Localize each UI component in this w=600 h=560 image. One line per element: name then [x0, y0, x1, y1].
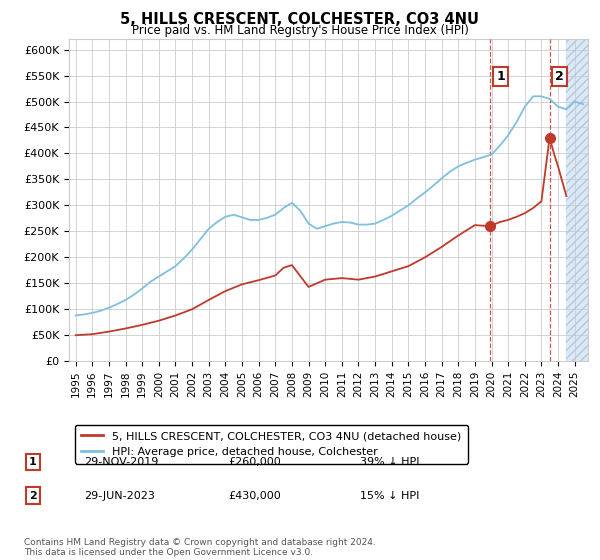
Legend: 5, HILLS CRESCENT, COLCHESTER, CO3 4NU (detached house), HPI: Average price, det: 5, HILLS CRESCENT, COLCHESTER, CO3 4NU (…	[74, 424, 468, 464]
Bar	[566, 39, 600, 361]
Text: 29-NOV-2019: 29-NOV-2019	[84, 457, 158, 467]
Text: 1: 1	[497, 71, 505, 83]
Text: 5, HILLS CRESCENT, COLCHESTER, CO3 4NU: 5, HILLS CRESCENT, COLCHESTER, CO3 4NU	[121, 12, 479, 27]
Text: 15% ↓ HPI: 15% ↓ HPI	[360, 491, 419, 501]
Text: Price paid vs. HM Land Registry's House Price Index (HPI): Price paid vs. HM Land Registry's House …	[131, 24, 469, 36]
Bar	[566, 39, 600, 361]
Text: 2: 2	[29, 491, 37, 501]
Text: 1: 1	[29, 457, 37, 467]
Text: £430,000: £430,000	[228, 491, 281, 501]
Text: £260,000: £260,000	[228, 457, 281, 467]
Text: 2: 2	[555, 71, 563, 83]
Text: Contains HM Land Registry data © Crown copyright and database right 2024.
This d: Contains HM Land Registry data © Crown c…	[24, 538, 376, 557]
Text: 29-JUN-2023: 29-JUN-2023	[84, 491, 155, 501]
Text: 39% ↓ HPI: 39% ↓ HPI	[360, 457, 419, 467]
